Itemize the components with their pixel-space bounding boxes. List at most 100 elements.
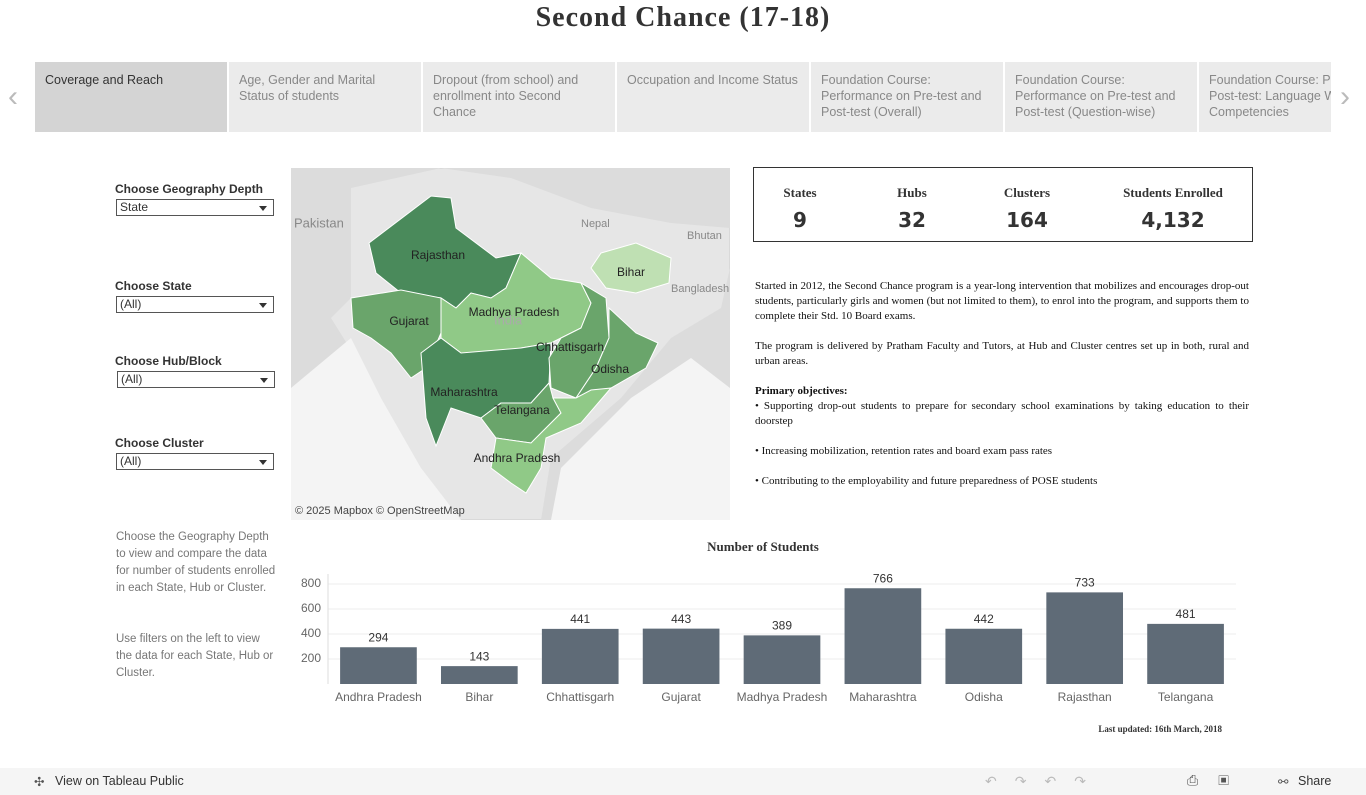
x-tick-label: Maharashtra (849, 690, 917, 704)
data-label: 766 (873, 571, 893, 585)
kpi-value: 32 (898, 208, 926, 232)
tab[interactable]: Coverage and Reach (35, 62, 227, 132)
description: Started in 2012, the Second Chance progr… (755, 279, 1249, 504)
state-label: Telangana (494, 403, 550, 417)
x-tick-label: Madhya Pradesh (737, 690, 828, 704)
tab-prev[interactable]: ‹ (8, 80, 18, 113)
place-label: Nepal (581, 218, 610, 230)
toolbar-icons[interactable]: ↶↷↶↷ (985, 773, 1104, 789)
state-label: Rajasthan (411, 248, 465, 262)
x-tick-label: Bihar (465, 690, 493, 704)
data-label: 441 (570, 612, 590, 626)
data-label: 389 (772, 619, 792, 633)
kpi-label: Hubs (897, 185, 927, 200)
share-button[interactable]: Share (1298, 774, 1332, 788)
state-label: Odisha (591, 362, 629, 376)
state-label: Madhya Pradesh (469, 305, 560, 319)
place-label: India (494, 312, 523, 327)
tab[interactable]: Dropout (from school) and enrollment int… (423, 62, 615, 132)
y-tick-label: 200 (301, 651, 321, 665)
help-text: Choose the Geography Depth to view and c… (116, 531, 276, 594)
tab[interactable]: Occupation and Income Status (617, 62, 809, 132)
state-label: Gujarat (389, 314, 429, 328)
kpi-value: 164 (1006, 208, 1048, 232)
filter-dropdown[interactable]: (All) (117, 371, 275, 388)
filter-label: Choose Geography Depth (115, 182, 264, 196)
place-label: Bhutan (687, 230, 722, 242)
chart: Number of Students 200 400 600 800 Andhra Pr… (301, 539, 1236, 704)
data-label: 733 (1075, 576, 1095, 590)
share-icon: ⚯ (1278, 775, 1289, 789)
bar (844, 588, 922, 684)
filter-label: Choose State (115, 279, 192, 293)
kpi-box: States 9 Hubs 32 Clusters 164 Students E… (753, 167, 1253, 242)
objective: • Supporting drop-out students to prepar… (755, 400, 1249, 427)
data-label: 481 (1176, 607, 1196, 621)
chart-title: Number of Students (707, 539, 819, 554)
state-shape[interactable] (350, 289, 442, 379)
x-tick-label: Andhra Pradesh (335, 690, 422, 704)
tab[interactable]: Foundation Course: Performance on Pre-te… (1005, 62, 1197, 132)
map-attribution: © 2025 Mapbox © OpenStreetMap (295, 505, 465, 517)
state-shape[interactable] (548, 281, 610, 399)
filter-dropdown[interactable]: (All) (116, 453, 274, 470)
state-label: Chhattisgarh (536, 340, 604, 354)
state-label: Bihar (617, 265, 645, 279)
y-tick-label: 600 (301, 601, 321, 615)
map-sea (291, 338, 730, 520)
bar (541, 628, 619, 684)
place-label: Bangladesh (671, 283, 729, 295)
tableau-link[interactable]: View on Tableau Public (55, 774, 184, 788)
bar (1046, 592, 1124, 684)
filter-dropdown[interactable]: (All) (116, 296, 274, 313)
tableau-icon: ✣ (34, 775, 45, 789)
y-tick-label: 800 (301, 576, 321, 590)
footer-bar: ✣ View on Tableau Public ↶↷↶↷ ⎙▣ ⚯ Share (0, 768, 1366, 795)
tab-next[interactable]: › (1340, 80, 1350, 113)
x-tick-label: Chhattisgarh (546, 690, 614, 704)
kpi-label: States (783, 185, 817, 200)
data-label: 443 (671, 612, 691, 626)
dashboard-title: Second Chance (17-18) (535, 2, 831, 33)
tab[interactable]: Foundation Course: Pre vs Post-test: Lan… (1199, 62, 1331, 132)
bar (945, 628, 1023, 684)
bar (642, 628, 720, 684)
state-shape[interactable] (490, 387, 613, 494)
tab[interactable]: Age, Gender and Marital Status of studen… (229, 62, 421, 132)
kpi-label: Clusters (1003, 185, 1051, 200)
paragraph: Started in 2012, the Second Chance progr… (755, 280, 1249, 322)
filter-label: Choose Hub/Block (115, 354, 222, 368)
x-tick-label: Gujarat (661, 690, 701, 704)
objective: • Increasing mobilization, retention rat… (755, 445, 1053, 457)
filter-dropdown[interactable]: State (116, 199, 274, 216)
kpi-value: 9 (793, 208, 807, 232)
state-shape[interactable] (590, 242, 672, 294)
filter-label: Choose Cluster (115, 436, 204, 450)
data-label: 143 (469, 649, 489, 663)
bar (340, 647, 417, 684)
map: Rajasthan Gujarat Madhya Pradesh Maharas… (291, 168, 730, 520)
x-tick-label: Telangana (1158, 690, 1214, 704)
state-label: Andhra Pradesh (474, 451, 561, 465)
toolbar-icons[interactable]: ⎙▣ (1187, 772, 1249, 788)
bar (1147, 623, 1224, 684)
tab-strip: Coverage and Reach Age, Gender and Marit… (35, 0, 1331, 140)
place-label: Pakistan (294, 215, 344, 230)
map-states (350, 195, 672, 494)
tab[interactable]: Foundation Course: Performance on Pre-te… (811, 62, 1003, 132)
data-label: 294 (368, 630, 388, 644)
last-updated: Last updated: 16th March, 2018 (1098, 724, 1222, 734)
bar (743, 635, 821, 684)
y-tick-label: 400 (301, 626, 321, 640)
x-tick-label: Rajasthan (1058, 690, 1112, 704)
objective: • Contributing to the employability and … (755, 475, 1098, 487)
kpi-label: Students Enrolled (1123, 185, 1223, 200)
state-label: Maharashtra (430, 385, 498, 399)
kpi-value: 4,132 (1141, 208, 1205, 232)
bar (440, 666, 518, 684)
x-tick-label: Odisha (965, 690, 1003, 704)
data-label: 442 (974, 612, 994, 626)
help-text: Use filters on the left to view the data… (116, 633, 274, 679)
paragraph: The program is delivered by Pratham Facu… (755, 340, 1249, 367)
